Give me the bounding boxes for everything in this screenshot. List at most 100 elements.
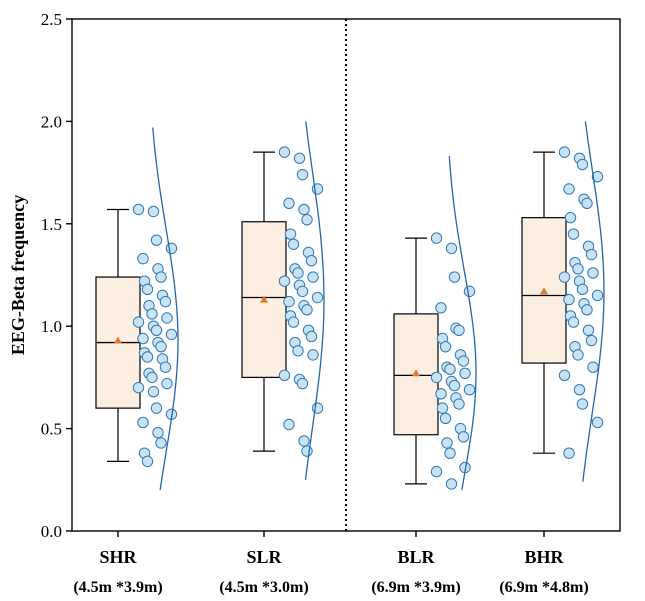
data-point [283, 295, 295, 308]
data-point [287, 238, 300, 250]
data-point [587, 267, 599, 279]
data-point [137, 332, 149, 345]
category-group-shr [95, 127, 179, 491]
data-point [558, 369, 571, 382]
data-point [576, 398, 589, 410]
y-tick-label: 2.0 [41, 112, 62, 131]
category-group-bhr [521, 121, 605, 482]
data-point [287, 316, 300, 328]
data-point [457, 431, 470, 443]
x-tick-sublabel: (4.5m *3.9m) [73, 579, 162, 596]
data-point [132, 381, 145, 394]
data-point [159, 295, 172, 308]
data-point [155, 437, 167, 449]
data-point [591, 170, 604, 183]
data-point [301, 445, 313, 457]
data-point [567, 316, 580, 328]
data-point [278, 369, 291, 382]
data-point [439, 412, 452, 425]
data-point [457, 355, 470, 367]
data-point [293, 152, 306, 164]
data-point [436, 402, 449, 414]
x-tick-sublabel: (6.9m *4.8m) [499, 579, 588, 596]
data-point [567, 228, 580, 240]
data-point [311, 291, 324, 304]
y-axis-title: EEG-Beta frequency [8, 195, 28, 355]
data-point [585, 248, 598, 261]
data-point [581, 304, 593, 316]
data-point [563, 447, 575, 459]
data-point [459, 367, 471, 380]
data-point [441, 437, 453, 449]
distribution-curve [304, 121, 325, 480]
x-tick-label: BLR [397, 547, 435, 567]
data-point [435, 388, 447, 400]
data-point [159, 361, 172, 373]
data-point [439, 340, 452, 353]
mean-marker [540, 287, 548, 295]
data-point [558, 271, 571, 283]
data-point [564, 211, 577, 224]
data-point [284, 228, 297, 240]
data-point [563, 183, 575, 195]
data-point [435, 302, 447, 314]
data-point [141, 351, 154, 363]
distribution-curve [152, 127, 179, 491]
data-point [165, 328, 178, 341]
distribution-curve [582, 121, 605, 482]
data-point [152, 426, 164, 439]
data-point [445, 478, 458, 490]
data-point [591, 416, 604, 429]
data-point [311, 402, 324, 414]
y-tick-label: 1.5 [41, 215, 62, 234]
axis-layer: 0.0 0.5 1.0 1.5 2.0 2.5 SHR (4.5m *3.9m) SLR (4.5… [41, 10, 589, 596]
mean-marker [412, 369, 420, 377]
data-point [278, 275, 291, 287]
data-point [301, 304, 313, 316]
y-tick-label: 2.5 [41, 10, 62, 29]
data-point [146, 308, 158, 320]
data-point [430, 371, 443, 384]
data-point [572, 349, 584, 361]
data-point [301, 214, 313, 226]
plot-layer [95, 121, 605, 491]
data-point [307, 349, 319, 361]
data-point [576, 283, 589, 296]
data-point [591, 289, 604, 302]
category-group-slr [241, 121, 325, 480]
x-tick-sublabel: (6.9m *3.9m) [371, 579, 460, 596]
data-point [150, 234, 163, 246]
data-point [558, 146, 571, 158]
data-point [150, 324, 163, 336]
data-point [298, 203, 310, 216]
data-point [453, 398, 465, 410]
y-tick-label: 0.0 [41, 522, 62, 541]
data-point [146, 371, 158, 384]
data-point [463, 285, 476, 298]
x-tick-sublabel: (4.5m *3.0m) [219, 579, 308, 596]
data-point [147, 205, 160, 218]
data-point [292, 267, 304, 279]
data-point [278, 146, 291, 158]
mean-marker [260, 295, 268, 303]
data-point [161, 312, 173, 324]
data-point [444, 447, 456, 459]
data-point [430, 232, 443, 244]
data-point [132, 203, 145, 216]
data-point [283, 197, 295, 210]
data-point [150, 402, 163, 414]
data-point [573, 383, 586, 396]
data-point [307, 271, 319, 283]
data-point [576, 158, 589, 171]
data-point [141, 455, 154, 468]
data-point [292, 345, 304, 357]
data-point [448, 379, 461, 392]
y-tick-label: 1.0 [41, 317, 62, 336]
data-point [137, 252, 149, 265]
data-point [448, 271, 461, 283]
data-point [296, 377, 309, 390]
data-point [296, 285, 309, 298]
data-point [132, 316, 145, 328]
distribution-curve [448, 156, 477, 491]
